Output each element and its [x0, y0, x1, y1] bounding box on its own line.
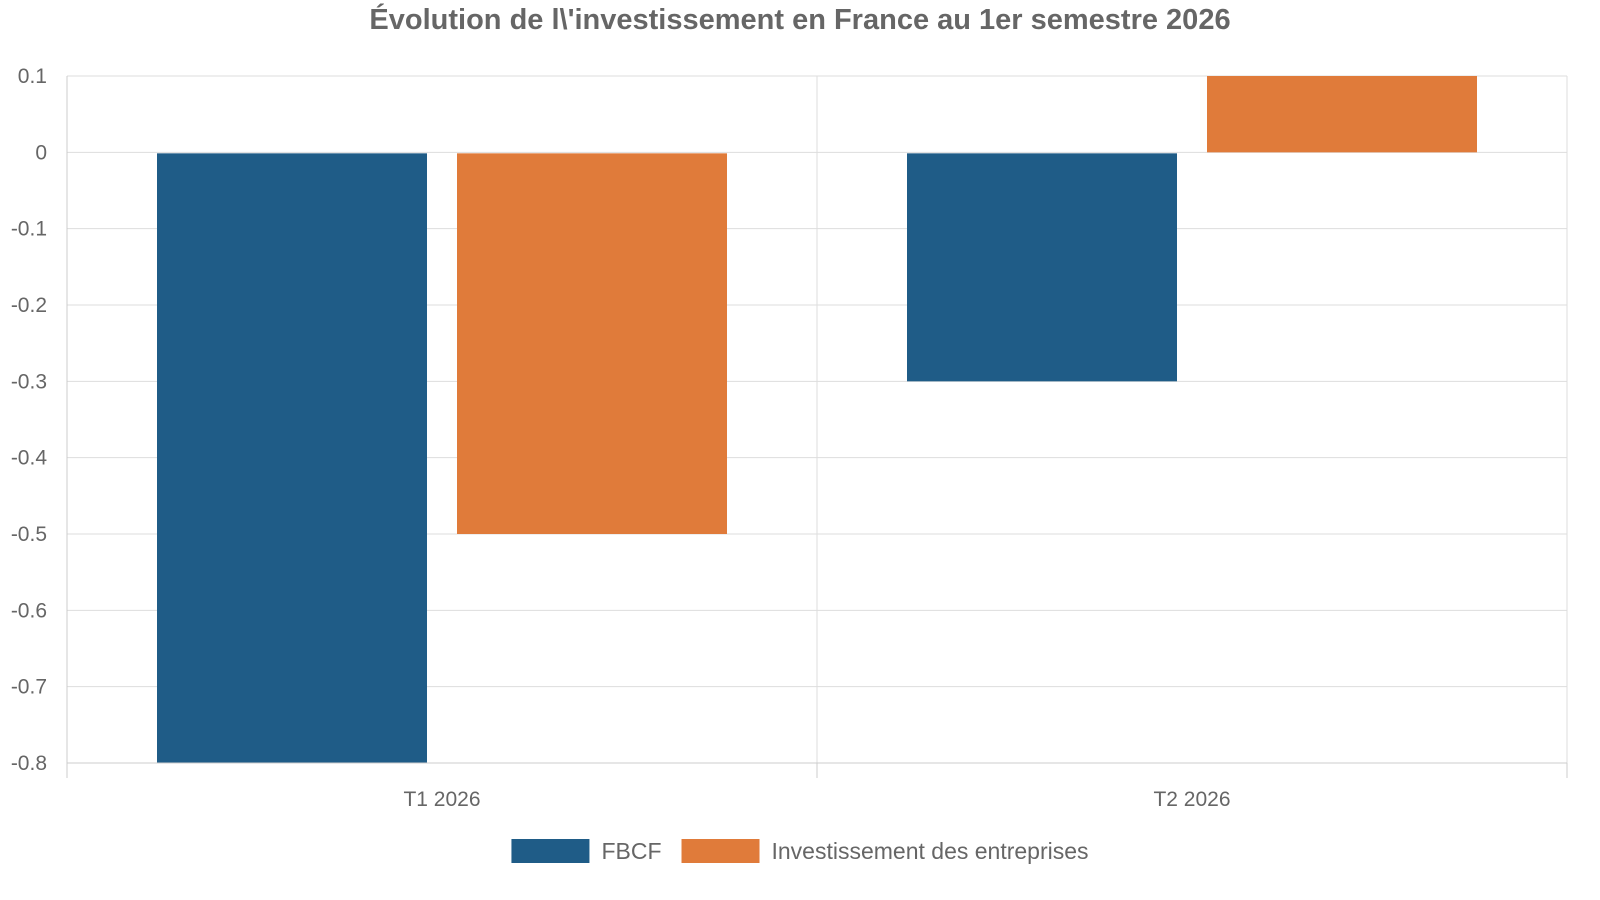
y-tick-label: -0.1	[11, 218, 47, 241]
bar-fbcf-1	[157, 153, 427, 764]
y-tick-label: 0	[35, 141, 47, 164]
y-tick-label: -0.7	[11, 676, 47, 699]
bar-investissement-entreprises-2	[1207, 76, 1477, 153]
x-tick-label: T2 2026	[1153, 788, 1230, 811]
bars	[157, 76, 1477, 764]
y-tick-label: -0.4	[11, 447, 48, 470]
y-tick-label: -0.6	[11, 599, 47, 622]
y-tick-label: -0.8	[11, 752, 47, 775]
x-tick-label: T1 2026	[403, 788, 480, 811]
legend-swatch[interactable]	[511, 839, 590, 863]
legend-label[interactable]: Investissement des entreprises	[772, 838, 1089, 864]
legend-swatch[interactable]	[681, 839, 760, 863]
legend-label[interactable]: FBCF	[601, 838, 661, 864]
bar-fbcf-2	[907, 153, 1177, 382]
axes: 0.1 0 -0.1 -0.2 -0.3 -0.4 -0.5 -0.6 -0.7 -0.8 T1 2…	[11, 65, 1568, 811]
legend: FBCF Investissement des entreprises	[511, 838, 1089, 864]
chart-title: Évolution de l\'investissement en France…	[369, 2, 1230, 36]
y-tick-label: -0.2	[11, 294, 47, 317]
y-tick-label: 0.1	[18, 65, 47, 88]
y-tick-label: -0.5	[11, 523, 47, 546]
y-tick-label: -0.3	[11, 370, 47, 393]
bar-investissement-entreprises-1	[457, 153, 727, 535]
